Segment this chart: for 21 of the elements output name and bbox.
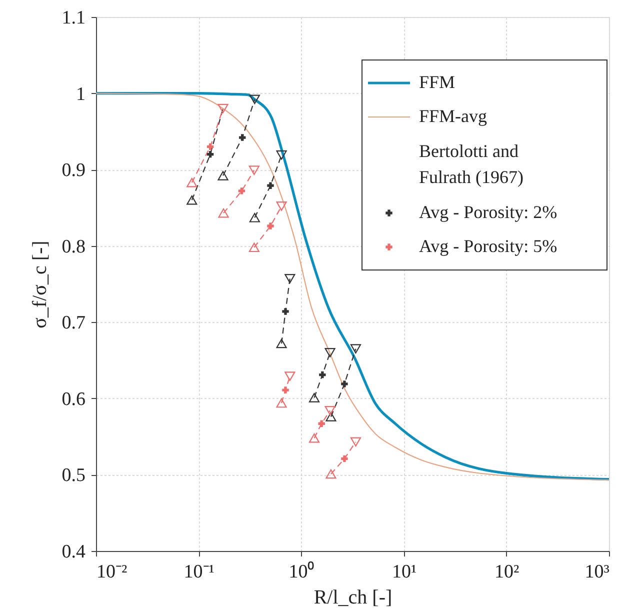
x-axis-title: R/l_ch [-] (314, 586, 392, 608)
x-tick-label: 10⁰ (288, 560, 315, 582)
y-tick-label: 1.1 (62, 8, 86, 28)
legend-label: FFM-avg (419, 106, 488, 126)
y-tick-label: 0.7 (62, 312, 86, 334)
legend-label: Avg - Porosity: 5% (419, 236, 558, 256)
x-tick-label: 10³ (584, 562, 610, 582)
x-tick-label: 10⁻¹ (184, 562, 215, 582)
legend-label: FFM (419, 72, 456, 92)
y-tick-label: 0.6 (62, 388, 86, 410)
y-tick-label: 1 (76, 84, 86, 105)
legend-label: Avg - Porosity: 2% (419, 202, 558, 222)
y-tick-label: 0.9 (62, 160, 86, 182)
y-tick-label: 0.8 (62, 236, 86, 258)
legend-title: Bertolotti and Fulrath (1967) (419, 141, 524, 187)
x-tick-label: 10² (494, 562, 520, 582)
x-tick-label: 10⁻² (96, 562, 128, 582)
y-axis-title: σ_f/σ_c [-] (28, 240, 51, 328)
x-tick-label: 10¹ (392, 562, 417, 582)
y-tick-label: 0.5 (62, 465, 86, 486)
y-tick-label: 0.4 (62, 542, 86, 562)
